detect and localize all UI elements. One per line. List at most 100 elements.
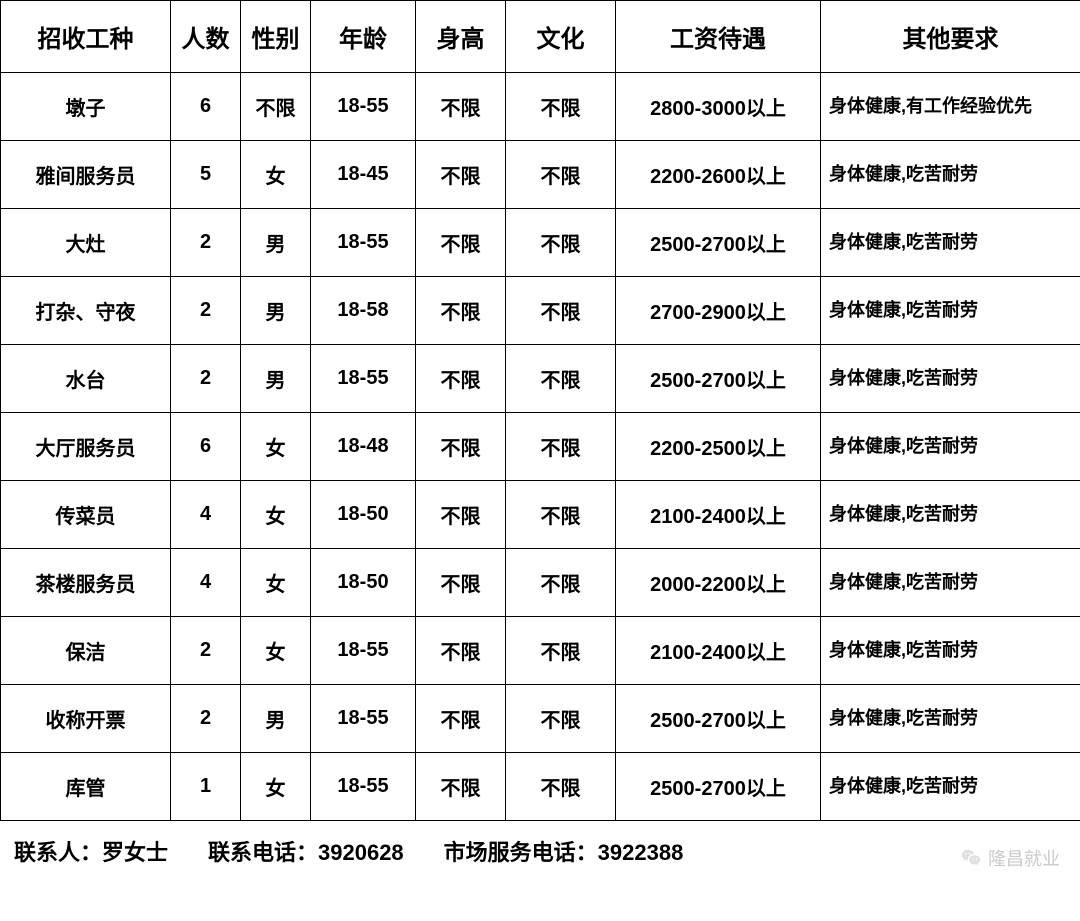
cell-height: 不限 (416, 73, 506, 141)
cell-gender: 女 (241, 617, 311, 685)
cell-salary: 2500-2700以上 (616, 209, 821, 277)
cell-other: 身体健康,吃苦耐劳 (821, 209, 1080, 277)
cell-other: 身体健康,吃苦耐劳 (821, 345, 1080, 413)
cell-count: 2 (171, 277, 241, 345)
cell-salary: 2500-2700以上 (616, 345, 821, 413)
col-age: 年龄 (311, 1, 416, 73)
cell-gender: 女 (241, 481, 311, 549)
cell-salary: 2500-2700以上 (616, 753, 821, 821)
cell-count: 2 (171, 209, 241, 277)
col-edu: 文化 (506, 1, 616, 73)
cell-gender: 女 (241, 549, 311, 617)
cell-edu: 不限 (506, 209, 616, 277)
cell-gender: 男 (241, 345, 311, 413)
cell-age: 18-55 (311, 685, 416, 753)
cell-job: 大厅服务员 (1, 413, 171, 481)
table-row: 大厅服务员6女18-48不限不限2200-2500以上身体健康,吃苦耐劳 (1, 413, 1080, 481)
cell-count: 5 (171, 141, 241, 209)
cell-age: 18-55 (311, 753, 416, 821)
watermark: 隆昌就业 (960, 845, 1060, 871)
cell-age: 18-55 (311, 345, 416, 413)
cell-edu: 不限 (506, 753, 616, 821)
footer: 联系人：罗女士 联系电话：3920628 市场服务电话：3922388 隆昌就业 (0, 821, 1080, 881)
cell-job: 库管 (1, 753, 171, 821)
cell-gender: 女 (241, 413, 311, 481)
cell-salary: 2500-2700以上 (616, 685, 821, 753)
col-count: 人数 (171, 1, 241, 73)
cell-height: 不限 (416, 141, 506, 209)
col-height: 身高 (416, 1, 506, 73)
cell-height: 不限 (416, 413, 506, 481)
cell-age: 18-48 (311, 413, 416, 481)
cell-gender: 不限 (241, 73, 311, 141)
col-gender: 性别 (241, 1, 311, 73)
cell-height: 不限 (416, 549, 506, 617)
cell-height: 不限 (416, 617, 506, 685)
cell-edu: 不限 (506, 413, 616, 481)
contact-phone: 联系电话：3920628 (208, 835, 404, 867)
cell-job: 打杂、守夜 (1, 277, 171, 345)
cell-gender: 女 (241, 141, 311, 209)
cell-job: 雅间服务员 (1, 141, 171, 209)
cell-edu: 不限 (506, 345, 616, 413)
table-header-row: 招收工种 人数 性别 年龄 身高 文化 工资待遇 其他要求 (1, 1, 1080, 73)
cell-salary: 2200-2600以上 (616, 141, 821, 209)
cell-age: 18-55 (311, 209, 416, 277)
cell-job: 传菜员 (1, 481, 171, 549)
table-row: 茶楼服务员4女18-50不限不限2000-2200以上身体健康,吃苦耐劳 (1, 549, 1080, 617)
cell-height: 不限 (416, 209, 506, 277)
cell-gender: 男 (241, 209, 311, 277)
job-table: 招收工种 人数 性别 年龄 身高 文化 工资待遇 其他要求 墩子6不限18-55… (0, 0, 1080, 821)
cell-salary: 2200-2500以上 (616, 413, 821, 481)
cell-count: 1 (171, 753, 241, 821)
cell-height: 不限 (416, 685, 506, 753)
cell-count: 2 (171, 617, 241, 685)
cell-salary: 2100-2400以上 (616, 481, 821, 549)
cell-job: 水台 (1, 345, 171, 413)
cell-height: 不限 (416, 345, 506, 413)
cell-edu: 不限 (506, 277, 616, 345)
cell-age: 18-55 (311, 73, 416, 141)
cell-height: 不限 (416, 481, 506, 549)
table-row: 打杂、守夜2男18-58不限不限2700-2900以上身体健康,吃苦耐劳 (1, 277, 1080, 345)
wechat-icon (960, 847, 982, 869)
contact-person: 联系人：罗女士 (14, 835, 168, 867)
cell-salary: 2100-2400以上 (616, 617, 821, 685)
cell-salary: 2700-2900以上 (616, 277, 821, 345)
cell-salary: 2800-3000以上 (616, 73, 821, 141)
col-job: 招收工种 (1, 1, 171, 73)
cell-other: 身体健康,吃苦耐劳 (821, 617, 1080, 685)
col-salary: 工资待遇 (616, 1, 821, 73)
cell-count: 6 (171, 73, 241, 141)
cell-salary: 2000-2200以上 (616, 549, 821, 617)
cell-count: 2 (171, 345, 241, 413)
service-phone: 市场服务电话：3922388 (444, 835, 684, 867)
cell-other: 身体健康,吃苦耐劳 (821, 141, 1080, 209)
cell-other: 身体健康,吃苦耐劳 (821, 685, 1080, 753)
cell-count: 6 (171, 413, 241, 481)
cell-gender: 女 (241, 753, 311, 821)
cell-job: 大灶 (1, 209, 171, 277)
table-row: 雅间服务员5女18-45不限不限2200-2600以上身体健康,吃苦耐劳 (1, 141, 1080, 209)
cell-count: 4 (171, 481, 241, 549)
cell-edu: 不限 (506, 685, 616, 753)
cell-edu: 不限 (506, 73, 616, 141)
cell-job: 墩子 (1, 73, 171, 141)
table-row: 传菜员4女18-50不限不限2100-2400以上身体健康,吃苦耐劳 (1, 481, 1080, 549)
cell-count: 2 (171, 685, 241, 753)
cell-other: 身体健康,吃苦耐劳 (821, 413, 1080, 481)
cell-other: 身体健康,吃苦耐劳 (821, 549, 1080, 617)
cell-job: 收称开票 (1, 685, 171, 753)
table-row: 水台2男18-55不限不限2500-2700以上身体健康,吃苦耐劳 (1, 345, 1080, 413)
cell-edu: 不限 (506, 481, 616, 549)
cell-edu: 不限 (506, 617, 616, 685)
table-body: 墩子6不限18-55不限不限2800-3000以上身体健康,有工作经验优先雅间服… (1, 73, 1080, 821)
cell-job: 保洁 (1, 617, 171, 685)
cell-height: 不限 (416, 277, 506, 345)
cell-age: 18-50 (311, 549, 416, 617)
col-other: 其他要求 (821, 1, 1080, 73)
cell-other: 身体健康,吃苦耐劳 (821, 277, 1080, 345)
cell-age: 18-45 (311, 141, 416, 209)
cell-gender: 男 (241, 685, 311, 753)
table-row: 保洁2女18-55不限不限2100-2400以上身体健康,吃苦耐劳 (1, 617, 1080, 685)
